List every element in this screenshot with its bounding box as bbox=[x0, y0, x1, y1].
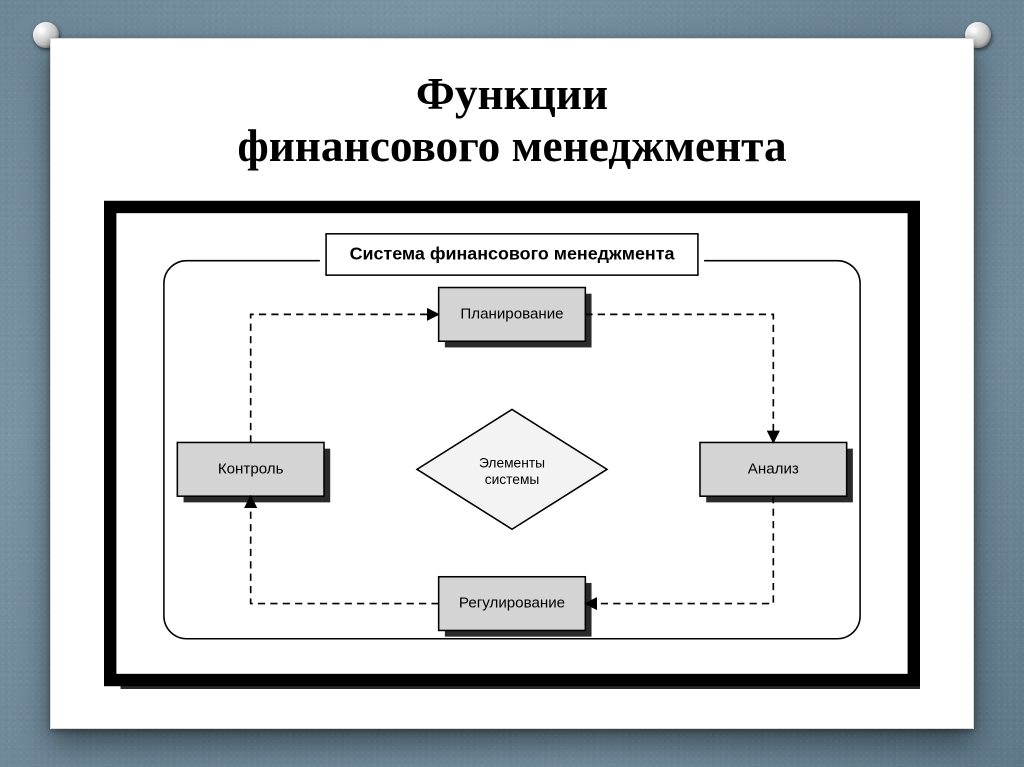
diamond-label-line1: Элементы bbox=[479, 455, 545, 470]
node-analysis-label: Анализ bbox=[748, 460, 799, 477]
diagram-area: Система финансового менеджмента Элементы с… bbox=[104, 198, 920, 689]
poster-card: Функции финансового менеджмента Система … bbox=[50, 38, 974, 729]
flow-diagram: Система финансового менеджмента Элементы с… bbox=[104, 198, 920, 689]
system-header-label: Система финансового менеджмента bbox=[350, 244, 676, 264]
page-title: Функции финансового менеджмента bbox=[50, 68, 974, 172]
diamond-label-line2: системы bbox=[485, 472, 540, 487]
node-planning-label: Планирование bbox=[460, 306, 563, 323]
node-control-label: Контроль bbox=[218, 460, 284, 477]
node-regulation-label: Регулирование bbox=[459, 595, 565, 612]
wall-background: Функции финансового менеджмента Система … bbox=[0, 0, 1024, 767]
